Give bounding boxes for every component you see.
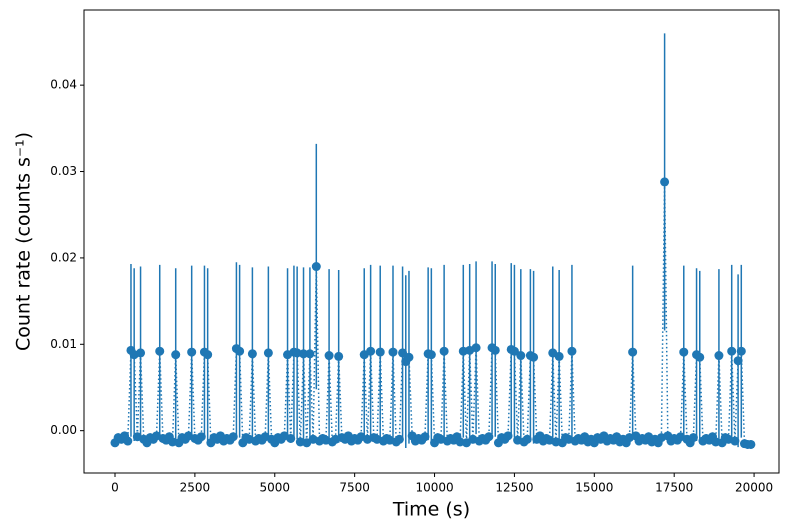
data-point [509, 346, 519, 356]
data-point [305, 349, 315, 359]
data-point [529, 352, 539, 362]
data-point [714, 351, 724, 361]
data-point [727, 346, 737, 356]
data-point [746, 439, 756, 449]
x-tick-label: 5000 [259, 481, 290, 495]
data-point [679, 347, 689, 357]
y-axis-label: Count rate (counts s⁻¹) [13, 132, 35, 351]
data-point [695, 352, 705, 362]
data-point [263, 348, 273, 358]
y-tick-label: 0.04 [50, 78, 77, 92]
x-tick-label: 12500 [495, 481, 533, 495]
data-point [171, 350, 181, 360]
data-point [388, 347, 398, 357]
plot-area [110, 33, 756, 449]
data-point [471, 343, 481, 353]
data-point [736, 346, 746, 356]
data-point [554, 351, 564, 361]
data-point [503, 431, 513, 441]
data-point [334, 351, 344, 361]
data-point [660, 177, 670, 187]
data-point [398, 348, 408, 358]
data-point [688, 433, 698, 443]
data-point [394, 434, 404, 444]
data-point [155, 346, 165, 356]
data-point [567, 346, 577, 356]
x-axis-label: Time (s) [392, 499, 470, 521]
data-point [426, 350, 436, 360]
y-tick-label: 0.02 [50, 250, 77, 264]
axes-frame [83, 9, 780, 474]
data-point [187, 347, 197, 357]
data-point [324, 351, 334, 361]
data-point [311, 262, 321, 272]
data-point [203, 350, 213, 360]
data-point [375, 347, 385, 357]
data-point [228, 432, 238, 442]
data-point [420, 432, 430, 442]
data-point [196, 432, 206, 442]
x-tick-label: 15000 [575, 481, 613, 495]
data-point [366, 346, 376, 356]
x-tick-label: 0 [111, 481, 119, 495]
data-point [522, 434, 532, 444]
x-tick-label: 17500 [655, 481, 693, 495]
data-point [235, 346, 245, 356]
data-point [136, 348, 146, 358]
data-point [286, 433, 296, 443]
data-point [439, 346, 449, 356]
series-line [114, 181, 751, 446]
y-tick-label: 0.01 [50, 337, 77, 351]
data-point [628, 347, 638, 357]
y-tick-label: 0.00 [50, 423, 77, 437]
x-tick-label: 2500 [180, 481, 211, 495]
x-tick-label: 10000 [415, 481, 453, 495]
data-point [733, 356, 743, 366]
data-point [123, 436, 133, 446]
data-point [484, 432, 494, 442]
data-point [516, 351, 526, 361]
x-tick-label: 20000 [735, 481, 773, 495]
data-point [299, 349, 309, 359]
data-point [490, 345, 500, 355]
y-tick-label: 0.03 [50, 164, 77, 178]
x-tick-label: 7500 [339, 481, 370, 495]
data-point [247, 349, 257, 359]
data-point [730, 436, 740, 446]
data-point [404, 352, 414, 362]
